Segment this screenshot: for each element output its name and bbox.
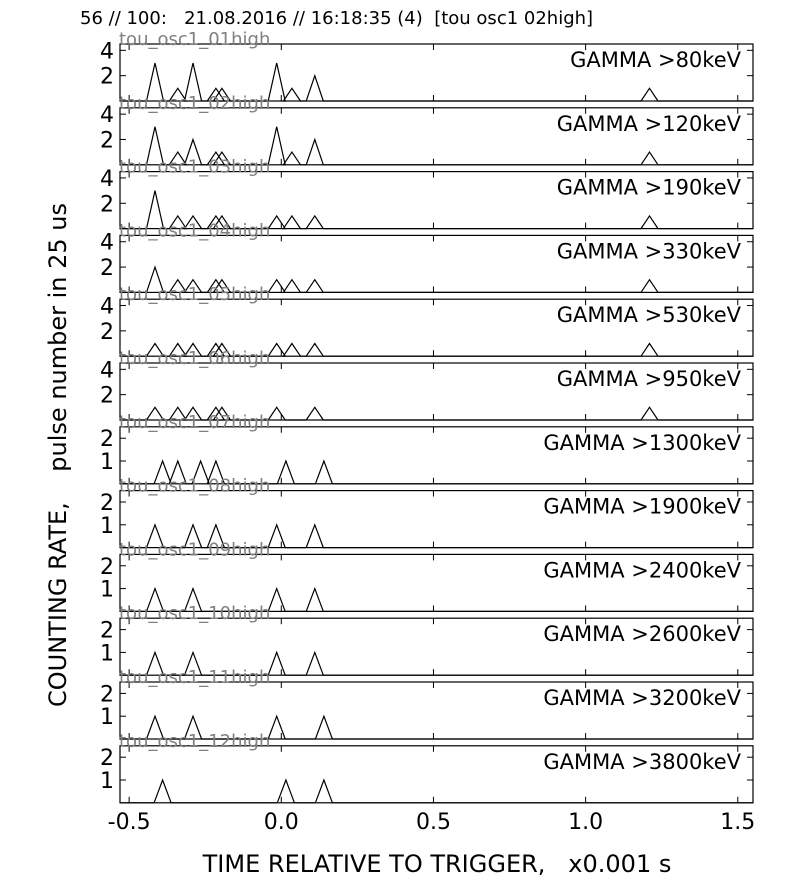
y-tick-label: 2	[100, 555, 114, 580]
y-tick-label: 1	[100, 578, 114, 603]
y-tick-label: 1	[100, 705, 114, 730]
pulse-series-line	[120, 714, 753, 740]
channel-label: tou_osc1_11high	[119, 667, 270, 688]
y-tick-label: 4	[100, 39, 114, 64]
panel-label: GAMMA >330keV	[557, 239, 742, 263]
x-tick-label: 0.0	[264, 810, 299, 835]
panel-label: GAMMA >950keV	[557, 367, 742, 391]
channel-label: tou_osc1_07high	[119, 412, 270, 433]
y-tick-label: 4	[100, 231, 114, 256]
panel-label: GAMMA >2600keV	[543, 622, 741, 646]
pulse-series-line	[120, 342, 753, 357]
y-tick-label: 1	[100, 450, 114, 475]
panel-label: GAMMA >1900keV	[543, 495, 741, 519]
x-tick-label: 1.0	[568, 810, 603, 835]
x-tick-label: -0.5	[108, 810, 151, 835]
pulse-series-line	[120, 586, 753, 613]
pulse-series-line	[120, 650, 753, 676]
pulse-series-line	[120, 523, 753, 549]
channel-label: tou_osc1_02high	[119, 93, 270, 114]
y-tick-label: 1	[100, 769, 114, 794]
y-tick-label: 1	[100, 641, 114, 666]
y-tick-label: 2	[100, 384, 114, 409]
panel-label: GAMMA >120keV	[557, 112, 742, 136]
channel-label: tou_osc1_06high	[119, 348, 270, 369]
y-tick-label: 4	[100, 103, 114, 128]
x-tick-label: 1.5	[720, 810, 755, 835]
channel-label: tou_osc1_12high	[119, 731, 270, 752]
y-axis-label: COUNTING RATE, pulse number in 25 us	[44, 202, 72, 708]
x-axis-label: TIME RELATIVE TO TRIGGER, x0.001 s	[202, 850, 672, 878]
y-tick-label: 4	[100, 358, 114, 383]
pulse-series-line	[120, 62, 753, 102]
y-tick-label: 2	[100, 192, 114, 217]
channel-label: tou_osc1_09high	[119, 539, 270, 560]
y-tick-label: 2	[100, 65, 114, 90]
y-tick-label: 1	[100, 514, 114, 539]
panel-label: GAMMA >530keV	[557, 303, 742, 327]
y-tick-label: 2	[100, 746, 114, 771]
y-tick-label: 4	[100, 295, 114, 320]
panel-label: GAMMA >80keV	[570, 48, 742, 72]
pulse-series-line	[120, 778, 753, 804]
pulse-series-line	[120, 459, 753, 485]
y-tick-label: 2	[100, 491, 114, 516]
pulse-series-line	[120, 406, 753, 421]
pulse-series-line	[120, 190, 753, 230]
pulse-series-line	[120, 265, 753, 293]
panel-label: GAMMA >3800keV	[543, 750, 741, 774]
y-tick-label: 4	[100, 167, 114, 192]
y-tick-label: 2	[100, 619, 114, 644]
channel-label: tou_osc1_01high	[119, 29, 270, 50]
panel-label: GAMMA >1300keV	[543, 431, 741, 455]
y-tick-label: 2	[100, 320, 114, 345]
y-tick-label: 2	[100, 682, 114, 707]
pulse-series-line	[120, 126, 753, 166]
y-tick-label: 2	[100, 256, 114, 281]
channel-label: tou_osc1_08high	[119, 476, 270, 497]
channel-label: tou_osc1_04high	[119, 220, 270, 241]
channel-label: tou_osc1_03high	[119, 157, 270, 178]
x-tick-label: 0.5	[416, 810, 451, 835]
y-tick-label: 2	[100, 427, 114, 452]
channel-label: tou_osc1_10high	[119, 603, 270, 624]
y-tick-label: 2	[100, 128, 114, 153]
header-title: 56 // 100: 21.08.2016 // 16:18:35 (4) [t…	[80, 8, 594, 29]
channel-label: tou_osc1_05high	[119, 284, 270, 305]
panel-label: GAMMA >3200keV	[543, 686, 741, 710]
panel-label: GAMMA >2400keV	[543, 558, 741, 582]
panel-label: GAMMA >190keV	[557, 176, 742, 200]
